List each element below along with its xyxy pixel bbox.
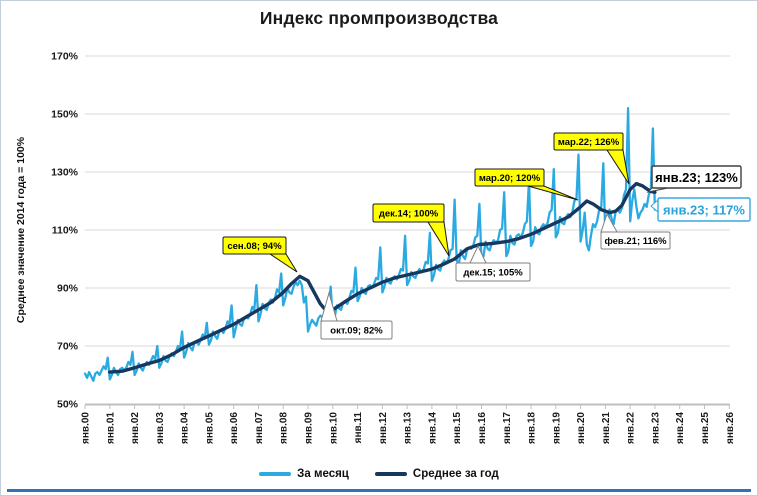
x-tick-label: янв.23 [650,412,661,444]
bottom-accent-bar [7,489,751,492]
annotation-box [222,236,287,255]
x-tick-label: янв.05 [204,412,215,444]
x-tick-label: янв.07 [254,412,265,444]
x-tick-label: янв.25 [700,412,711,444]
x-tick-label: янв.10 [328,412,339,444]
legend-item-monthly: За месяц [259,468,349,480]
annotation-box [657,197,751,222]
x-tick-label: янв.19 [551,412,562,444]
chart-title: Индекс промпроизводства [259,8,499,28]
x-tick-label: янв.02 [130,412,141,444]
x-tick-label: янв.16 [477,412,488,444]
x-tick-label: янв.18 [527,412,538,444]
annotation-box [651,165,742,189]
annotation-label: янв.23; 117% [663,202,745,217]
annotation-label: мар.20; 120% [479,173,541,184]
annotation-dec14: дек.14; 100% [372,203,450,257]
x-tick-label: янв.15 [452,412,463,444]
annotation-jan23-month: янв.23; 117% [650,197,751,222]
y-tick-label: 170% [51,51,79,63]
annotation-label: фев.21; 116% [604,236,667,247]
x-tick-label: янв.03 [155,412,166,444]
axis-tick-labels: 50% 70% 90% 110% 130% 150% 170% янв.00 янв.01 янв… [51,51,736,444]
x-tick-label: янв.01 [105,412,116,444]
annotation-label: мар.22; 126% [558,137,620,148]
x-tick-label: янв.24 [675,412,686,444]
annotation-box [474,168,545,187]
x-tick-label: янв.20 [576,412,587,444]
annotation-mar22: мар.22; 126% [553,132,630,185]
annotation-box [455,262,531,282]
legend: За месяц Среднее за год [1,468,757,480]
annotation-box [372,203,445,223]
annotation-label: дек.15; 105% [463,268,523,279]
y-tick-label: 130% [51,167,79,179]
x-tick-label: янв.22 [626,412,637,444]
x-tick-label: янв.26 [725,412,736,444]
annotation-label: дек.14; 100% [379,209,439,220]
annotation-tail [606,149,630,185]
x-tick-label: янв.00 [81,412,92,444]
yearly-line-swatch [374,472,407,476]
gridlines [84,55,730,409]
y-tick-label: 150% [51,109,79,121]
x-tick-label: янв.04 [180,412,191,444]
annotation-box [320,320,393,340]
legend-label-yearly: Среднее за год [412,468,499,480]
y-tick-label: 110% [52,225,79,237]
x-tick-label: янв.13 [403,412,414,444]
annotation-label: окт.09; 82% [330,326,383,337]
y-tick-label: 70% [57,341,79,353]
x-tick-label: янв.21 [601,412,612,444]
annotation-label: янв.23; 123% [655,170,738,185]
annotation-dec15: дек.15; 105% [455,244,531,282]
legend-label-monthly: За месяц [297,468,349,480]
x-tick-label: янв.08 [279,412,290,444]
monthly-line-swatch [259,472,292,476]
annotation-tail [268,253,298,273]
annotation-feb21: фев.21; 116% [600,212,671,250]
x-tick-label: янв.17 [502,412,513,444]
annotation-label: сен.08; 94% [227,241,282,252]
annotation-box [600,231,671,250]
y-tick-label: 90% [57,283,79,295]
annotation-mar20: мар.20; 120% [474,168,579,201]
x-tick-label: янв.06 [229,412,240,444]
annotation-sep08: сен.08; 94% [222,236,298,273]
x-tick-label: янв.11 [353,412,364,444]
series-yearly-avg-line [108,181,657,374]
x-tick-label: янв.09 [304,412,315,444]
annotation-jan23-avg: янв.23; 123% [646,165,742,193]
y-tick-label: 50% [57,399,79,411]
x-tick-label: янв.12 [378,412,389,444]
x-tick-label: янв.14 [427,412,438,444]
annotation-box [553,132,624,151]
legend-item-yearly: Среднее за год [374,468,499,480]
annotation-oct09: окт.09; 82% [320,291,393,340]
